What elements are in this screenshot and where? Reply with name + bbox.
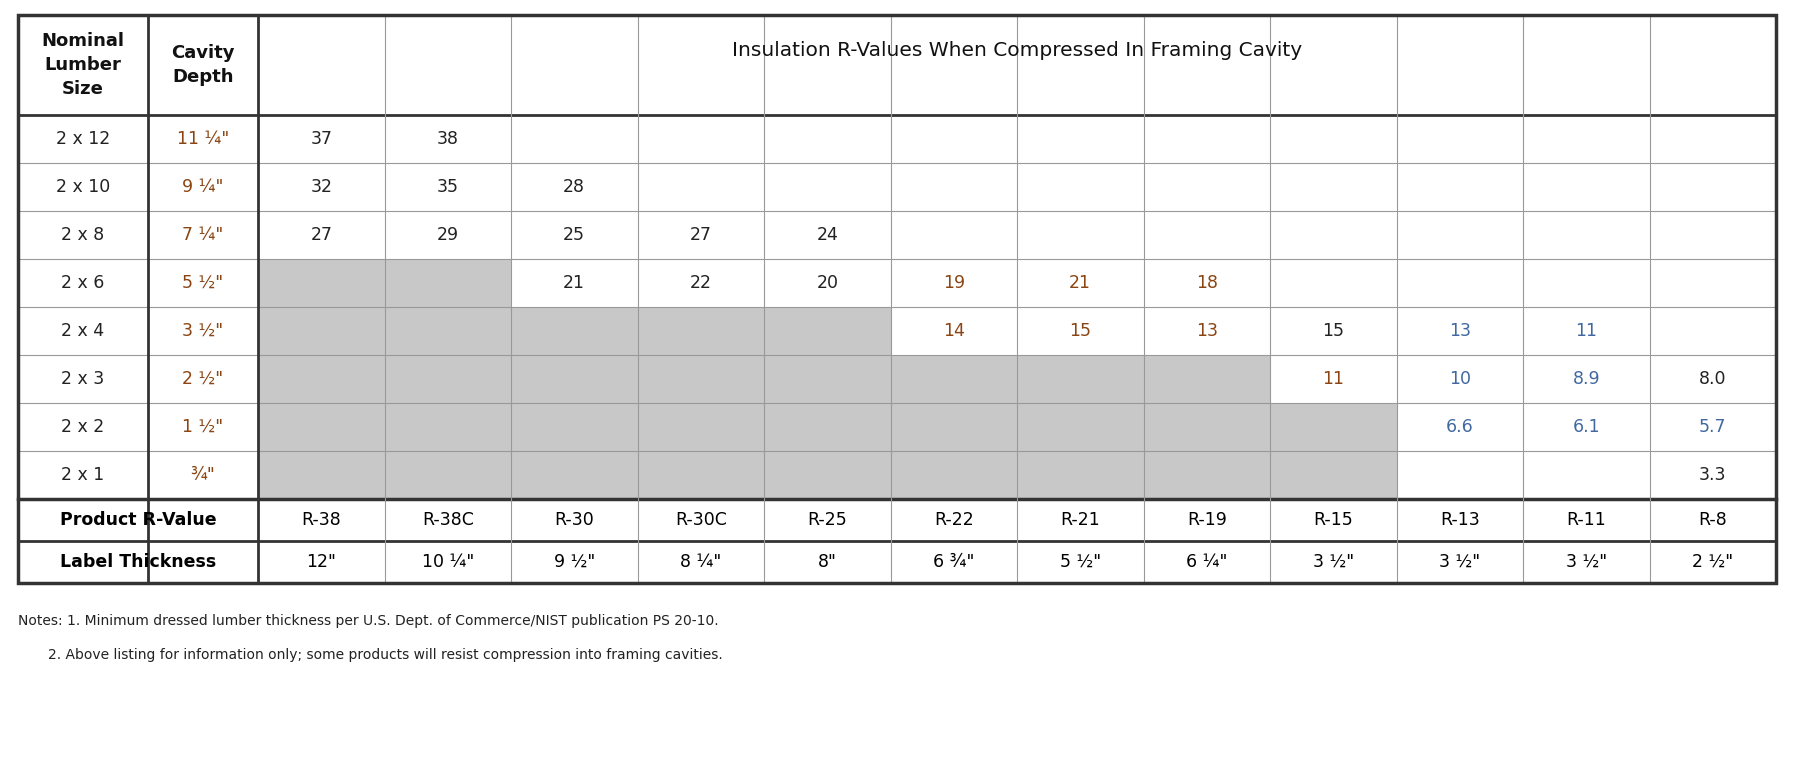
Text: 3 ½": 3 ½" (1439, 553, 1480, 571)
Text: 5.7: 5.7 (1699, 418, 1726, 436)
Text: 13: 13 (1450, 322, 1471, 340)
Text: 38: 38 (436, 130, 459, 148)
Text: R-25: R-25 (807, 511, 847, 529)
Text: 32: 32 (310, 178, 332, 196)
Bar (18, 15, 1776, 583)
Text: 27: 27 (310, 226, 332, 244)
Text: R-30C: R-30C (675, 511, 727, 529)
Text: 3.3: 3.3 (1699, 466, 1726, 484)
Text: 10: 10 (1450, 370, 1471, 388)
Text: 2 x 1: 2 x 1 (61, 466, 104, 484)
Text: 6 ¼": 6 ¼" (1186, 553, 1227, 571)
Text: 14: 14 (944, 322, 965, 340)
Text: R-15: R-15 (1313, 511, 1353, 529)
Text: 8": 8" (818, 553, 836, 571)
Text: Insulation R-Values When Compressed In Framing Cavity: Insulation R-Values When Compressed In F… (732, 40, 1302, 60)
Text: 2 x 6: 2 x 6 (61, 274, 104, 292)
Text: 1 ½": 1 ½" (183, 418, 224, 436)
Text: 13: 13 (1197, 322, 1218, 340)
Text: Product R-Value: Product R-Value (59, 511, 217, 529)
Text: 29: 29 (436, 226, 459, 244)
Text: 6.6: 6.6 (1446, 418, 1473, 436)
Text: 9 ½": 9 ½" (554, 553, 596, 571)
Text: 24: 24 (816, 226, 838, 244)
Text: 22: 22 (689, 274, 712, 292)
Text: 8.0: 8.0 (1699, 370, 1726, 388)
Text: 2 x 8: 2 x 8 (61, 226, 104, 244)
Text: R-11: R-11 (1566, 511, 1606, 529)
Text: 2 x 12: 2 x 12 (56, 130, 109, 148)
Bar (1270, 403, 1396, 499)
Text: 25: 25 (563, 226, 585, 244)
Text: R-8: R-8 (1699, 511, 1728, 529)
Text: R-13: R-13 (1441, 511, 1480, 529)
Text: 8 ¼": 8 ¼" (680, 553, 721, 571)
Text: 20: 20 (816, 274, 838, 292)
Text: 5 ½": 5 ½" (183, 274, 224, 292)
Text: 12": 12" (307, 553, 335, 571)
Text: Nominal
Lumber
Size: Nominal Lumber Size (41, 33, 124, 98)
Text: 21: 21 (563, 274, 585, 292)
Text: 3 ½": 3 ½" (183, 322, 224, 340)
Text: 10 ¼": 10 ¼" (422, 553, 474, 571)
Text: 19: 19 (942, 274, 965, 292)
Text: 21: 21 (1069, 274, 1091, 292)
Bar (511, 307, 890, 499)
Text: 6.1: 6.1 (1572, 418, 1600, 436)
Text: 11: 11 (1575, 322, 1597, 340)
Text: R-38C: R-38C (422, 511, 474, 529)
Text: 15: 15 (1069, 322, 1091, 340)
Text: 5 ½": 5 ½" (1060, 553, 1102, 571)
Text: 2 x 3: 2 x 3 (61, 370, 104, 388)
Text: 11 ¼": 11 ¼" (178, 130, 230, 148)
Text: R-30: R-30 (554, 511, 594, 529)
Text: 2 x 4: 2 x 4 (61, 322, 104, 340)
Text: Notes: 1. Minimum dressed lumber thickness per U.S. Dept. of Commerce/NIST publi: Notes: 1. Minimum dressed lumber thickne… (18, 614, 719, 628)
Text: R-38: R-38 (301, 511, 341, 529)
Text: 6 ¾": 6 ¾" (933, 553, 974, 571)
Text: Label Thickness: Label Thickness (59, 553, 215, 571)
Text: R-19: R-19 (1188, 511, 1227, 529)
Text: 2 ½": 2 ½" (183, 370, 224, 388)
Text: 8.9: 8.9 (1572, 370, 1600, 388)
Text: 2 ½": 2 ½" (1692, 553, 1733, 571)
Text: 11: 11 (1322, 370, 1344, 388)
Text: 3 ½": 3 ½" (1566, 553, 1607, 571)
Text: 37: 37 (310, 130, 332, 148)
Text: 28: 28 (563, 178, 585, 196)
Text: 27: 27 (689, 226, 712, 244)
Text: 2 x 10: 2 x 10 (56, 178, 109, 196)
Text: R-21: R-21 (1060, 511, 1100, 529)
Text: Cavity
Depth: Cavity Depth (170, 44, 235, 86)
Text: ¾": ¾" (190, 466, 215, 484)
Text: 2. Above listing for information only; some products will resist compression int: 2. Above listing for information only; s… (48, 648, 723, 662)
Text: 7 ¼": 7 ¼" (183, 226, 224, 244)
Text: 3 ½": 3 ½" (1313, 553, 1354, 571)
Text: 35: 35 (436, 178, 459, 196)
Text: 9 ¼": 9 ¼" (183, 178, 224, 196)
Text: R-22: R-22 (935, 511, 974, 529)
Bar (890, 355, 1270, 499)
Text: 2 x 2: 2 x 2 (61, 418, 104, 436)
Bar (258, 259, 511, 499)
Text: 15: 15 (1322, 322, 1344, 340)
Text: 18: 18 (1197, 274, 1218, 292)
